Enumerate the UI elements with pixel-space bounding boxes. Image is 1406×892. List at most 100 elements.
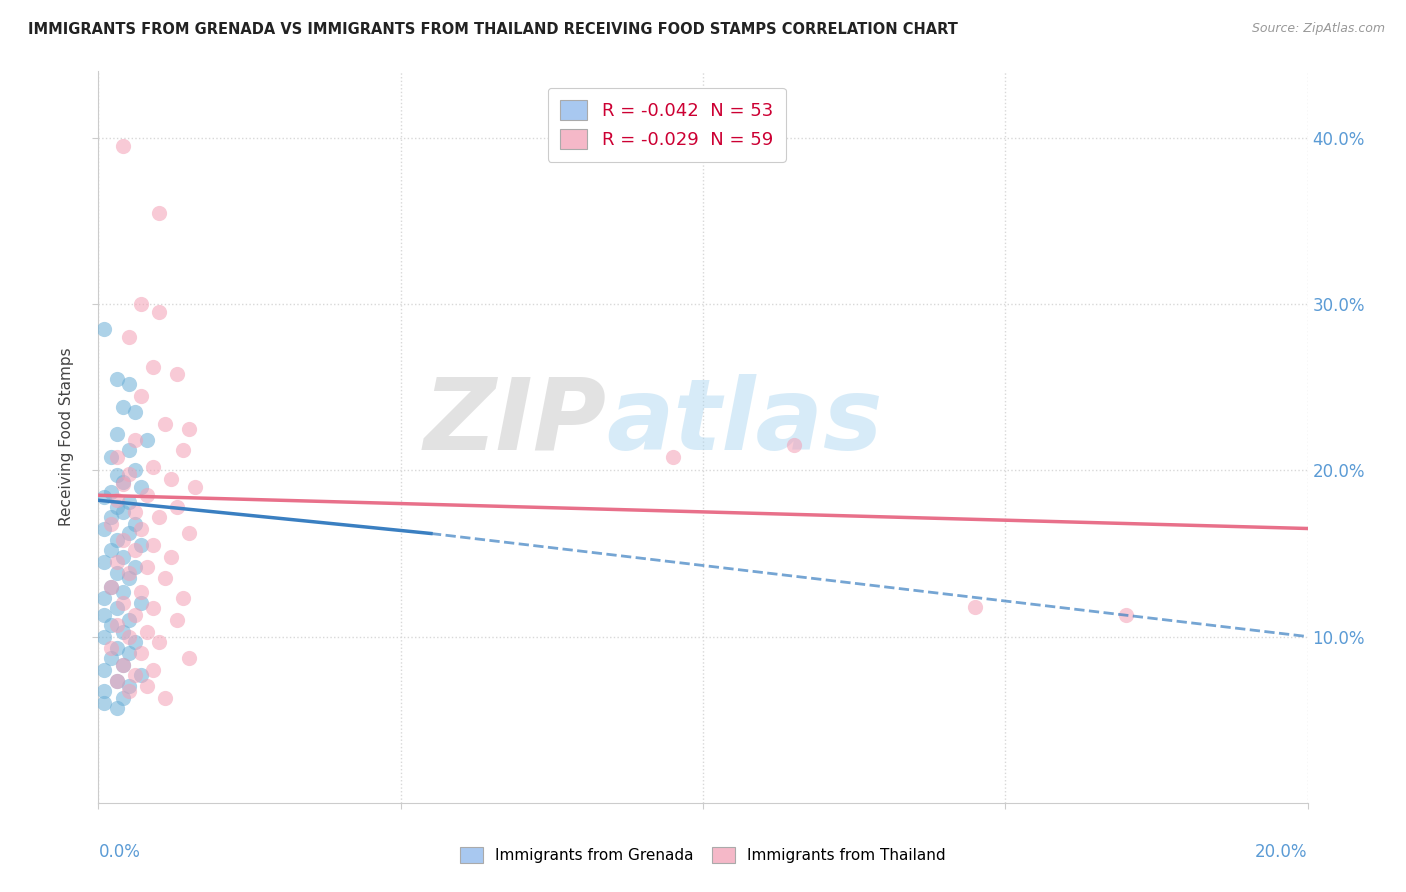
Text: 0.0%: 0.0% (98, 843, 141, 861)
Point (148, 509, 170, 524)
Point (783, 438, 806, 452)
Point (111, 584, 134, 599)
Text: Source: ZipAtlas.com: Source: ZipAtlas.com (1251, 22, 1385, 36)
Point (100, 580, 122, 594)
Point (111, 624, 134, 639)
Point (105, 674, 128, 689)
Point (111, 657, 134, 672)
Point (148, 634, 170, 648)
Legend: Immigrants from Grenada, Immigrants from Thailand: Immigrants from Grenada, Immigrants from… (453, 839, 953, 871)
Point (111, 505, 134, 519)
Point (148, 205, 170, 219)
Point (111, 400, 134, 414)
Point (100, 618, 122, 632)
Point (93, 555, 115, 569)
Point (1115, 607, 1137, 622)
Point (142, 663, 165, 677)
Point (100, 580, 122, 594)
Point (166, 367, 188, 381)
Point (153, 691, 176, 706)
Point (118, 613, 141, 627)
Point (111, 657, 134, 672)
Point (105, 641, 128, 656)
Point (129, 297, 152, 311)
Point (100, 516, 122, 531)
Point (118, 646, 141, 660)
Point (118, 680, 141, 694)
Point (172, 443, 194, 458)
Point (124, 543, 146, 558)
Point (105, 450, 128, 464)
Point (179, 422, 201, 436)
Point (166, 500, 188, 514)
Point (93, 591, 115, 606)
Point (93, 696, 115, 710)
Point (118, 526, 141, 541)
Point (93, 684, 115, 698)
Point (118, 684, 141, 698)
Point (100, 450, 122, 464)
Point (129, 388, 152, 402)
Point (142, 601, 165, 615)
Point (124, 405, 146, 419)
Point (124, 516, 146, 531)
Point (129, 667, 152, 681)
Text: atlas: atlas (606, 374, 883, 471)
Point (105, 500, 128, 514)
Point (124, 559, 146, 574)
Point (100, 509, 122, 524)
Point (129, 480, 152, 494)
Point (105, 493, 128, 508)
Point (153, 417, 176, 431)
Point (111, 139, 134, 153)
Point (118, 630, 141, 644)
Point (111, 549, 134, 564)
Point (105, 601, 128, 615)
Point (124, 463, 146, 477)
Point (105, 701, 128, 715)
Point (135, 559, 157, 574)
Point (93, 490, 115, 504)
Point (142, 538, 165, 552)
Point (100, 543, 122, 558)
Point (142, 360, 165, 375)
Point (100, 641, 122, 656)
Point (111, 476, 134, 491)
Point (105, 555, 128, 569)
Point (105, 566, 128, 581)
Point (118, 467, 141, 481)
Point (93, 521, 115, 535)
Point (184, 480, 207, 494)
Point (111, 691, 134, 706)
Point (135, 680, 157, 694)
Point (160, 549, 183, 564)
Point (118, 566, 141, 581)
Point (129, 646, 152, 660)
Text: ZIP: ZIP (423, 374, 606, 471)
Point (166, 613, 188, 627)
Point (135, 624, 157, 639)
Point (118, 443, 141, 458)
Point (179, 651, 201, 665)
Point (100, 651, 122, 665)
Point (93, 663, 115, 677)
Point (129, 538, 152, 552)
Point (124, 434, 146, 448)
Point (111, 533, 134, 548)
Y-axis label: Receiving Food Stamps: Receiving Food Stamps (59, 348, 75, 526)
Point (148, 305, 170, 319)
Point (118, 571, 141, 585)
Point (142, 460, 165, 475)
Legend: R = -0.042  N = 53, R = -0.029  N = 59: R = -0.042 N = 53, R = -0.029 N = 59 (548, 87, 786, 161)
Point (93, 607, 115, 622)
Point (111, 596, 134, 610)
Point (100, 484, 122, 499)
Point (135, 488, 157, 502)
Point (965, 599, 987, 614)
Point (105, 468, 128, 483)
Point (118, 376, 141, 391)
Point (93, 322, 115, 336)
Point (124, 667, 146, 681)
Point (105, 674, 128, 689)
Point (93, 630, 115, 644)
